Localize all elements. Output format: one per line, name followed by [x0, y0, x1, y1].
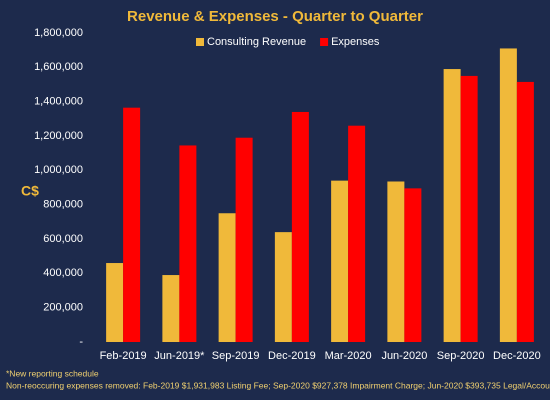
bar — [235, 137, 253, 342]
y-axis-label: C$ — [21, 183, 39, 199]
legend-label: Consulting Revenue — [207, 36, 306, 48]
bar — [516, 81, 534, 343]
bar — [179, 145, 197, 342]
y-tick-label: 600,000 — [43, 233, 83, 245]
y-tick-label: - — [79, 336, 83, 348]
y-tick-label: 1,400,000 — [34, 96, 83, 108]
bar — [499, 48, 517, 342]
bar — [443, 69, 461, 343]
footnote: Non-reoccuring expenses removed: Feb-201… — [6, 380, 550, 390]
bar — [387, 181, 405, 342]
legend-swatch — [196, 38, 204, 46]
y-tick-label: 1,000,000 — [34, 164, 83, 176]
bar — [123, 107, 141, 342]
bar — [106, 263, 124, 342]
y-tick-label: 800,000 — [43, 199, 83, 211]
x-tick-label: Dec-2019 — [268, 350, 316, 362]
y-tick-label: 400,000 — [43, 267, 83, 279]
bar — [331, 180, 349, 342]
footnote: *New reporting schedule — [6, 368, 99, 378]
y-tick-label: 1,200,000 — [34, 130, 83, 142]
x-tick-label: Sep-2019 — [212, 350, 260, 362]
y-tick-label: 1,800,000 — [34, 27, 83, 39]
bar — [291, 111, 309, 342]
x-tick-label: Jun-2019* — [154, 350, 205, 362]
x-tick-label: Jun-2020 — [381, 350, 427, 362]
y-tick-label: 200,000 — [43, 302, 83, 314]
bar — [274, 232, 292, 342]
bar — [460, 75, 478, 343]
bar — [162, 275, 180, 342]
bar — [218, 213, 236, 342]
y-tick-label: 1,600,000 — [34, 61, 83, 73]
bar — [404, 188, 422, 342]
x-tick-label: Sep-2020 — [437, 350, 485, 362]
x-tick-label: Dec-2020 — [493, 350, 541, 362]
chart-title: Revenue & Expenses - Quarter to Quarter — [127, 8, 423, 25]
x-tick-label: Mar-2020 — [325, 350, 372, 362]
legend-label: Expenses — [331, 36, 380, 48]
bar — [348, 125, 366, 342]
legend-swatch — [320, 38, 329, 46]
x-tick-label: Feb-2019 — [100, 350, 147, 362]
